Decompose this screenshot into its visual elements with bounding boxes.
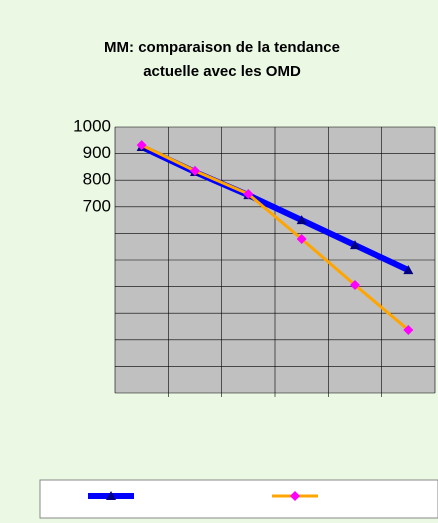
y-tick-label: 700 bbox=[83, 196, 111, 215]
y-tick-label: 900 bbox=[83, 143, 111, 162]
series-marker bbox=[403, 324, 414, 335]
series-marker bbox=[136, 140, 147, 151]
series-marker bbox=[350, 280, 360, 291]
series-marker bbox=[350, 240, 360, 250]
chart-title: actuelle avec les OMD bbox=[143, 63, 301, 80]
series-marker bbox=[296, 215, 307, 225]
legend-marker bbox=[106, 491, 116, 500]
series-line bbox=[141, 143, 410, 332]
series-marker bbox=[243, 189, 254, 200]
series-marker bbox=[190, 165, 200, 176]
series-marker bbox=[296, 233, 307, 244]
series-marker bbox=[403, 265, 414, 275]
y-tick-label: 800 bbox=[83, 170, 111, 189]
y-tick-label: 1000 bbox=[73, 116, 111, 135]
legend-marker bbox=[290, 491, 300, 501]
chart-title: MM: comparaison de la tendance bbox=[104, 39, 340, 56]
